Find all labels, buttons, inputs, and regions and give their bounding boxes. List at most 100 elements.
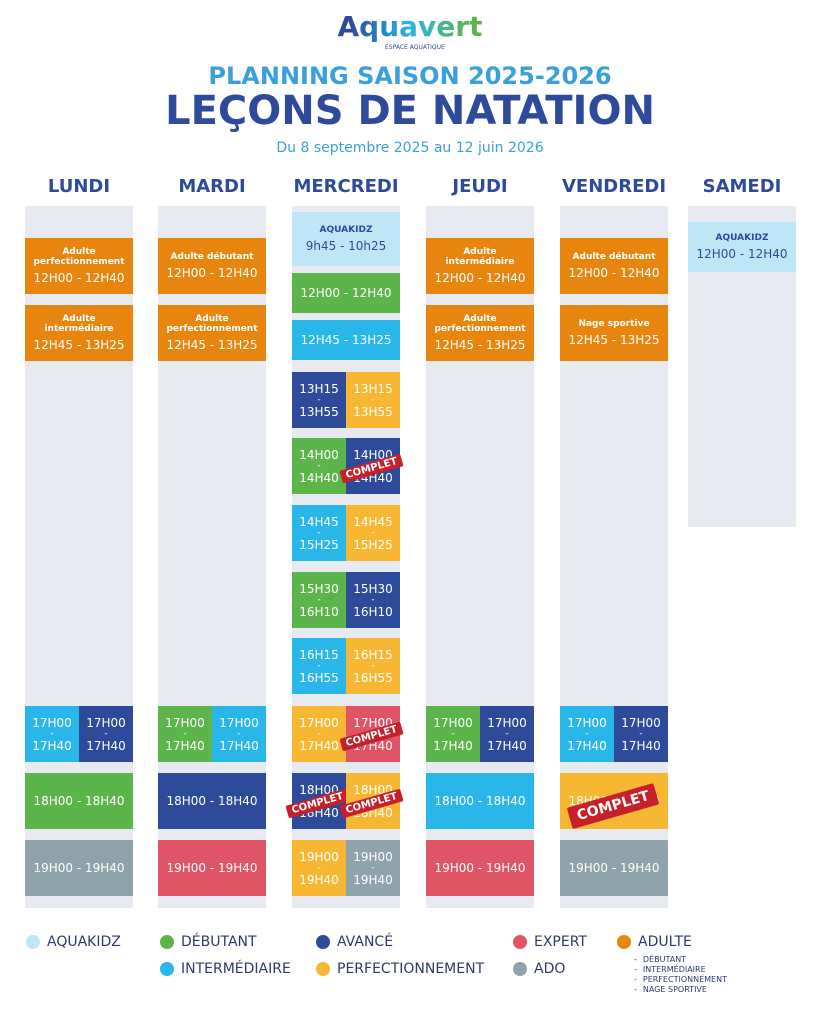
time-sep: - bbox=[317, 460, 321, 471]
time-sep: - bbox=[50, 728, 54, 739]
time-start: 16H15 bbox=[299, 647, 339, 662]
session-block: 17H00-17H40 bbox=[212, 706, 266, 762]
session-block: Adulte intermédiaire 12H00 - 12H40 bbox=[426, 238, 534, 294]
time-start: 15H30 bbox=[299, 581, 339, 596]
legend-swatch bbox=[160, 935, 174, 949]
session-block: AQUAKIDZ 12H00 - 12H40 bbox=[688, 222, 796, 272]
session-time: 19H00 - 19H40 bbox=[33, 861, 125, 875]
time-start: 14H00 bbox=[299, 447, 339, 462]
session-block: 18H00 - 18H40 bbox=[158, 773, 266, 829]
time-start: 17H00 bbox=[32, 715, 72, 730]
session-block: 17H00-17H40 bbox=[480, 706, 534, 762]
legend-sub-sep: - bbox=[634, 985, 637, 994]
session-label: AQUAKIDZ bbox=[715, 232, 769, 243]
session-block: 13H15-13H55 bbox=[346, 372, 400, 428]
time-start: 13H15 bbox=[353, 381, 393, 396]
legend-swatch bbox=[513, 935, 527, 949]
title: LEÇONS DE NATATION bbox=[165, 88, 655, 134]
legend-item: ADULTE bbox=[617, 934, 692, 950]
legend-sub-label: DÉBUTANT bbox=[642, 955, 687, 964]
session-label: Adulte intermédiaire bbox=[44, 313, 114, 334]
legend-item: AQUAKIDZ bbox=[26, 934, 121, 950]
session-block: 19H00 - 19H40 bbox=[158, 840, 266, 896]
legend-label: ADULTE bbox=[638, 934, 692, 950]
legend-sub-item: - INTERMÉDIAIRE bbox=[634, 965, 706, 974]
session-label: Nage sportive bbox=[578, 318, 650, 329]
session-block: Nage sportive 12H45 - 13H25 bbox=[560, 305, 668, 361]
session-label: Adulte perfectionnement bbox=[434, 313, 526, 334]
time-sep: - bbox=[237, 728, 241, 739]
legend-sub-item: - DÉBUTANT bbox=[634, 955, 686, 964]
time-end: 17H40 bbox=[86, 738, 126, 753]
session-block: 19H00 - 19H40 bbox=[25, 840, 133, 896]
session-block: 19H00-19H40 bbox=[292, 840, 346, 896]
dates: Du 8 septembre 2025 au 12 juin 2026 bbox=[276, 140, 544, 156]
session-block: 14H45-15H25 bbox=[292, 505, 346, 561]
time-end: 17H40 bbox=[487, 738, 527, 753]
legend-sub-sep: - bbox=[634, 975, 637, 984]
time-sep: - bbox=[317, 394, 321, 405]
time-end: 17H40 bbox=[165, 738, 205, 753]
time-start: 17H00 bbox=[219, 715, 259, 730]
time-start: 17H00 bbox=[299, 715, 339, 730]
session-block: 15H30-16H10 bbox=[346, 572, 400, 628]
time-end: 16H55 bbox=[299, 670, 339, 685]
session-time: 12H00 - 12H40 bbox=[696, 246, 788, 261]
session-block: 17H00-17H40 bbox=[158, 706, 212, 762]
session-time: 12H45 - 13H25 bbox=[166, 337, 258, 352]
time-end: 17H40 bbox=[621, 738, 661, 753]
time-start: 13H15 bbox=[299, 381, 339, 396]
time-end: 13H55 bbox=[353, 404, 393, 419]
legend-sub-label: PERFECTIONNEMENT bbox=[642, 975, 727, 984]
time-start: 14H45 bbox=[353, 514, 393, 529]
time-end: 16H10 bbox=[353, 604, 393, 619]
legend-swatch bbox=[513, 962, 527, 976]
session-block: 19H00-19H40 bbox=[346, 840, 400, 896]
time-start: 19H00 bbox=[353, 849, 393, 864]
legend-sub-label: INTERMÉDIAIRE bbox=[642, 965, 706, 974]
time-sep: - bbox=[371, 660, 375, 671]
day-name: VENDREDI bbox=[561, 176, 667, 197]
time-start: 17H00 bbox=[567, 715, 607, 730]
time-end: 15H25 bbox=[299, 537, 339, 552]
session-block: 18H00 - 18H40 bbox=[426, 773, 534, 829]
session-time: 12H45 - 13H25 bbox=[434, 337, 526, 352]
session-time: 12H45 - 13H25 bbox=[568, 332, 660, 347]
day-name: MERCREDI bbox=[293, 176, 399, 197]
session-block: Adulte perfectionnement 12H00 - 12H40 bbox=[25, 238, 133, 294]
session-label: Adulte perfectionnement bbox=[166, 313, 258, 334]
time-sep: - bbox=[317, 527, 321, 538]
legend-label: EXPERT bbox=[534, 934, 587, 950]
legend-label: DÉBUTANT bbox=[181, 934, 257, 950]
legend-swatch bbox=[26, 935, 40, 949]
session-block: 12H00 - 12H40 bbox=[292, 273, 400, 313]
time-end: 17H40 bbox=[567, 738, 607, 753]
day-name: MARDI bbox=[178, 176, 246, 197]
session-time: 18H00 - 18H40 bbox=[33, 794, 125, 808]
subtitle: PLANNING SAISON 2025-2026 bbox=[208, 62, 612, 90]
legend-label: INTERMÉDIAIRE bbox=[181, 961, 291, 977]
session-time: 12H00 - 12H40 bbox=[568, 265, 660, 280]
legend-swatch bbox=[617, 935, 631, 949]
session-block: 19H00 - 19H40 bbox=[560, 840, 668, 896]
session-block: Adulte débutant 12H00 - 12H40 bbox=[158, 238, 266, 294]
legend-item: DÉBUTANT bbox=[160, 934, 257, 950]
legend-swatch bbox=[160, 962, 174, 976]
time-start: 17H00 bbox=[433, 715, 473, 730]
session-time: 12H00 - 12H40 bbox=[166, 265, 258, 280]
time-start: 16H15 bbox=[353, 647, 393, 662]
time-end: 17H40 bbox=[433, 738, 473, 753]
time-sep: - bbox=[371, 594, 375, 605]
time-start: 17H00 bbox=[86, 715, 126, 730]
session-time: 18H00 - 18H40 bbox=[166, 794, 258, 808]
time-sep: - bbox=[104, 728, 108, 739]
session-block: 18H00 - 18H40 bbox=[25, 773, 133, 829]
time-sep: - bbox=[183, 728, 187, 739]
session-block: 12H45 - 13H25 bbox=[292, 320, 400, 360]
day-name: LUNDI bbox=[47, 176, 111, 197]
session-label: AQUAKIDZ bbox=[319, 224, 373, 235]
time-sep: - bbox=[317, 728, 321, 739]
session-time: 18H00 - 18H40 bbox=[434, 794, 526, 808]
time-end: 13H55 bbox=[299, 404, 339, 419]
